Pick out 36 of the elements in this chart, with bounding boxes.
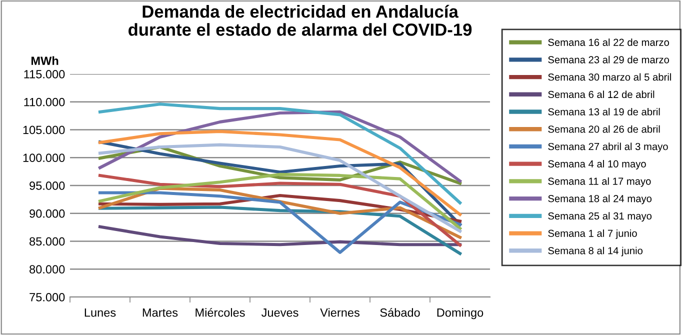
legend-label: Semana 8 al 14 junio xyxy=(548,246,643,256)
y-tick-label: 115.000 xyxy=(24,70,65,78)
y-tick-label: 95.000 xyxy=(30,182,65,190)
y-tick-label: 85.000 xyxy=(30,237,65,246)
legend-label: Semana 1 al 7 junio xyxy=(548,229,637,239)
line-series xyxy=(98,174,462,247)
x-tick-label: Martes xyxy=(142,308,178,317)
x-tick-label: Viernes xyxy=(320,308,360,317)
legend-label: Semana 13 al 19 de abril xyxy=(548,108,660,116)
y-tick-label: 75.000 xyxy=(30,293,65,302)
x-tick-label: Lunes xyxy=(84,308,116,317)
legend-label: Semana 20 al 26 de abril xyxy=(548,125,660,133)
x-tick-label: Domingo xyxy=(437,308,484,320)
y-tick-label: 105.000 xyxy=(23,126,65,134)
legend-label: Semana 18 al 24 mayo xyxy=(548,194,652,204)
x-tick-label: Sábado xyxy=(380,308,420,317)
y-tick-label: 80.000 xyxy=(30,265,65,274)
x-tick-label: Miércoles xyxy=(196,308,245,317)
x-tick-label: Jueves xyxy=(261,308,298,317)
chart-title: Demanda de electricidad en Andalucía durante el estado de alarma del COVID-19 xyxy=(128,4,472,36)
y-tick-label: 90.000 xyxy=(30,209,65,218)
line-series xyxy=(98,172,462,230)
legend-label: Semana 27 abril al 3 mayo xyxy=(548,142,668,152)
legend-label: Semana 11 al 17 mayo xyxy=(548,177,651,187)
line-series xyxy=(98,225,462,246)
legend-label: Semana 4 al 10 mayo xyxy=(548,160,646,170)
legend-label: Semana 23 al 29 de marzo xyxy=(548,56,670,64)
y-axis-title: MWh xyxy=(31,56,58,65)
line-series xyxy=(98,102,462,204)
legend-label: Semana 6 al 12 de abril xyxy=(548,90,654,98)
legend-label: Semana 16 al 22 de marzo xyxy=(548,38,670,46)
legend-label: Semana 30 marzo al 5 abril xyxy=(548,73,671,81)
y-tick-label: 110.000 xyxy=(24,98,65,106)
line-series xyxy=(98,130,462,216)
y-tick-label: 100.000 xyxy=(23,154,65,162)
legend-label: Semana 25 al 31 mayo xyxy=(548,212,652,222)
